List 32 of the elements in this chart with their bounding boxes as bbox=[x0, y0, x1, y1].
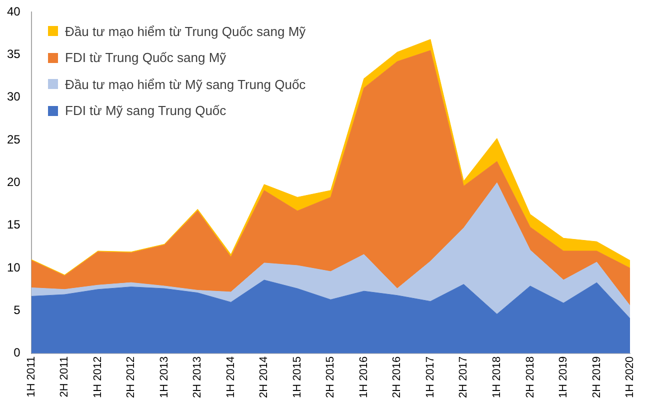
x-tick-label: 1H 2012 bbox=[92, 356, 104, 398]
legend-label: Đầu tư mạo hiểm từ Mỹ sang Trung Quốc bbox=[65, 76, 306, 92]
x-tick-label: 2H 2014 bbox=[258, 356, 270, 398]
x-tick-label: 2H 2016 bbox=[391, 356, 404, 398]
x-tick-label: 1H 2020 bbox=[624, 356, 636, 398]
x-tick-label: 1H 2014 bbox=[224, 356, 237, 398]
x-tick-label: 2H 2015 bbox=[324, 356, 337, 398]
x-tick-label: 2H 2013 bbox=[192, 356, 204, 398]
x-tick-label: 1H 2016 bbox=[358, 356, 370, 398]
x-tick-label: 2H 2019 bbox=[590, 356, 603, 398]
legend-label: FDI từ Mỹ sang Trung Quốc bbox=[65, 103, 226, 118]
y-tick-label: 0 bbox=[14, 346, 21, 360]
x-tick-label: 1H 2013 bbox=[158, 356, 170, 398]
y-tick-label: 30 bbox=[6, 90, 21, 104]
x-tick-label: 2H 2011 bbox=[58, 356, 71, 398]
x-tick-label: 1H 2017 bbox=[424, 356, 436, 398]
x-tick-label: 2H 2012 bbox=[125, 356, 138, 398]
legend-label: Đầu tư mạo hiểm từ Trung Quốc sang Mỹ bbox=[65, 24, 306, 39]
x-tick-label: 1H 2011 bbox=[25, 356, 38, 398]
x-tick-label: 2H 2018 bbox=[524, 356, 536, 398]
y-tick-label: 15 bbox=[6, 218, 21, 232]
y-tick-label: 10 bbox=[6, 260, 21, 274]
y-tick-label: 25 bbox=[6, 132, 21, 146]
x-tick-label: 1H 2015 bbox=[291, 356, 304, 398]
y-tick-label: 5 bbox=[14, 303, 21, 318]
y-tick-label: 40 bbox=[6, 4, 21, 18]
x-tick-label: 1H 2018 bbox=[490, 356, 503, 398]
y-tick-label: 35 bbox=[6, 46, 21, 61]
x-tick-label: 1H 2019 bbox=[558, 356, 570, 398]
legend-label: FDI từ Trung Quốc sang Mỹ bbox=[65, 50, 226, 66]
x-tick-label: 2H 2017 bbox=[458, 356, 470, 398]
y-tick-label: 20 bbox=[6, 175, 21, 190]
